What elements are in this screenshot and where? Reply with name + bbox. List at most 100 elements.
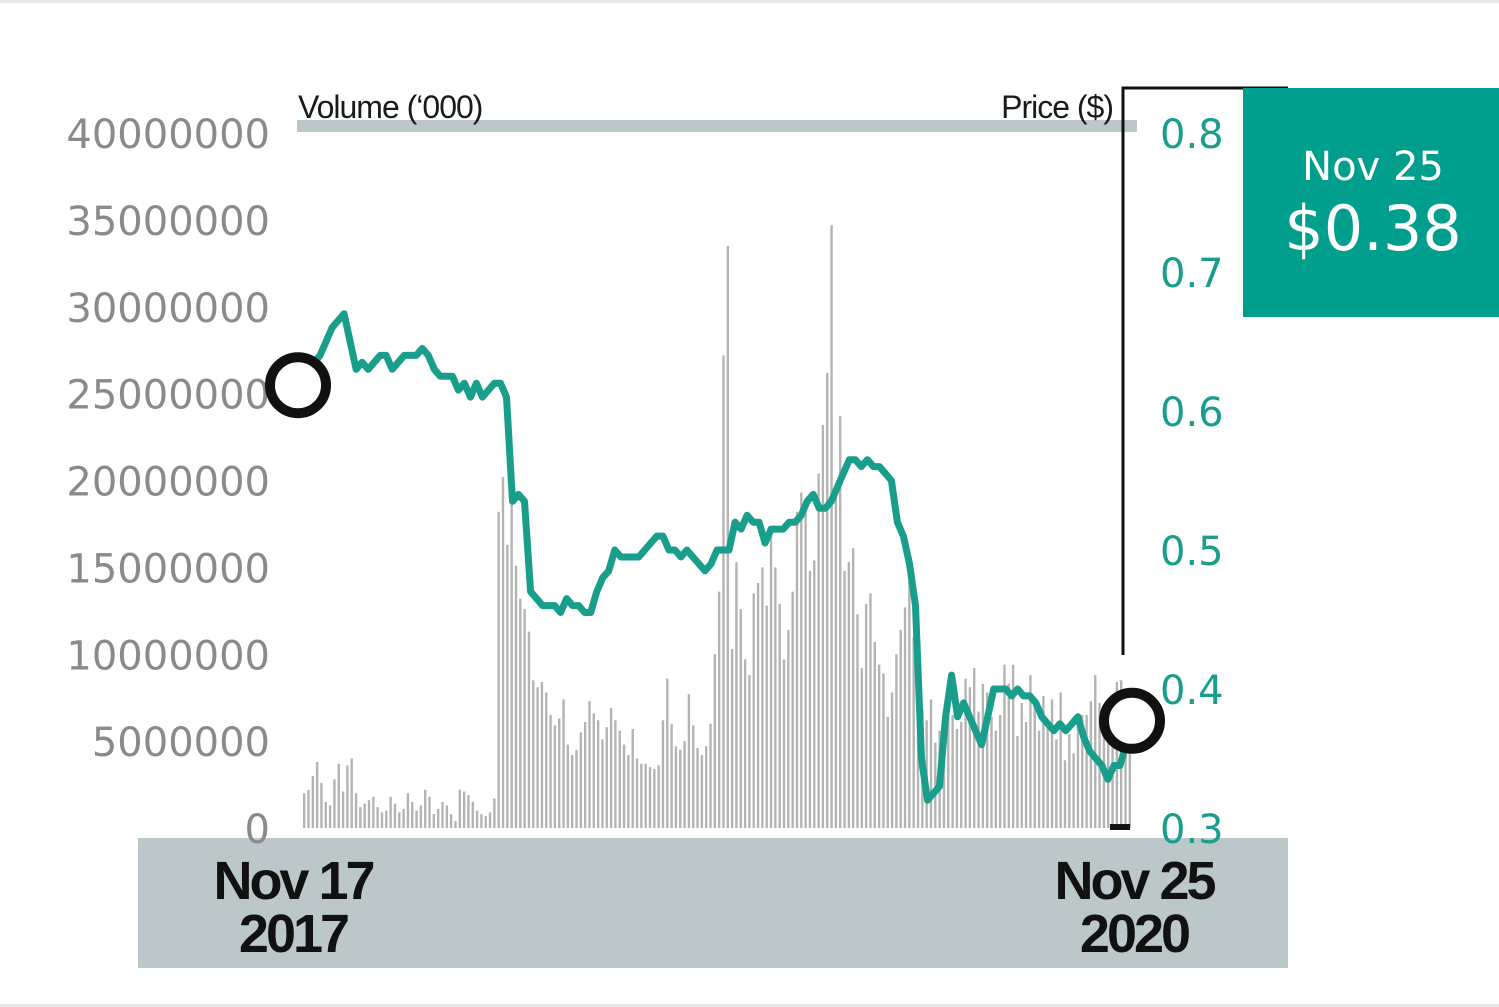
volume-bar [1037, 730, 1041, 828]
volume-bar [808, 570, 812, 828]
start-marker [265, 352, 331, 419]
volume-bar [454, 821, 457, 828]
volume-bar [973, 668, 976, 828]
volume-bar [354, 793, 358, 828]
volume-bar [445, 805, 449, 828]
volume-bar [1059, 692, 1062, 828]
volume-bar [627, 755, 630, 828]
volume-bar [895, 654, 898, 828]
volume-bar [497, 511, 500, 828]
price-callout-box [1243, 88, 1499, 317]
volume-bar [583, 722, 587, 828]
volume-bar [782, 659, 786, 828]
volume-bar [717, 591, 721, 828]
start-date-label: Nov 17 [213, 851, 373, 911]
volume-tick-label: 0 [245, 807, 270, 853]
volume-bar [1063, 760, 1067, 828]
bottom-border [0, 1004, 1499, 1007]
volume-bar [575, 749, 578, 828]
volume-bar [696, 748, 699, 828]
price-tick-label: 0.8 [1160, 112, 1224, 158]
volume-bar [864, 603, 868, 828]
volume-bar [722, 355, 725, 828]
volume-axis-ticks: 40000000 35000000 30000000 25000000 20000000… [66, 112, 270, 853]
volume-bar [994, 730, 998, 828]
volume-tick-label: 10000000 [66, 633, 270, 679]
volume-bar [307, 789, 310, 828]
volume-bar [605, 727, 608, 828]
volume-bar [1107, 708, 1110, 828]
volume-bar [579, 732, 583, 828]
volume-bar [748, 675, 751, 828]
volume-bar [1055, 739, 1058, 828]
volume-bar [596, 720, 600, 828]
volume-bar [1085, 715, 1088, 828]
volume-tick-label: 20000000 [66, 460, 270, 506]
volume-bar [1016, 735, 1019, 828]
price-tick-label: 0.5 [1160, 529, 1224, 575]
volume-bar [683, 741, 686, 829]
volume-bar [406, 793, 410, 828]
volume-bar [648, 767, 652, 828]
volume-bar [1068, 734, 1071, 828]
start-year-label: 2017 [239, 904, 348, 964]
volume-bar [398, 812, 401, 828]
volume-bar [640, 763, 643, 828]
volume-bar [1020, 702, 1023, 828]
volume-bar [393, 803, 397, 828]
volume-bar [653, 768, 656, 828]
volume-bar [977, 711, 980, 828]
volume-bar [441, 801, 444, 828]
volume-bar [532, 680, 535, 828]
volume-bar [493, 798, 496, 828]
top-border [0, 0, 1499, 3]
volume-bar [998, 715, 1002, 828]
volume-bar [860, 668, 864, 828]
volume-bar [795, 511, 799, 828]
volume-bar [389, 796, 392, 828]
volume-tick-label: 25000000 [66, 373, 270, 419]
volume-bar [1124, 694, 1127, 828]
volume-bar [951, 715, 954, 828]
volume-bar [657, 765, 660, 828]
volume-bar [700, 755, 704, 828]
volume-bar [705, 746, 708, 828]
volume-bar [1076, 722, 1080, 828]
callout-connector [1121, 86, 1288, 655]
volume-bar [484, 815, 487, 828]
volume-bar [614, 720, 617, 828]
volume-bar [769, 536, 773, 828]
price-tick-label: 0.6 [1160, 390, 1224, 436]
volume-bar [471, 801, 474, 828]
volume-bar [428, 796, 431, 828]
volume-bar [942, 725, 946, 828]
volume-bar [302, 793, 306, 828]
volume-bar [333, 779, 336, 828]
end-marker [1099, 687, 1165, 754]
volume-bar [981, 683, 985, 828]
volume-bar [601, 739, 604, 828]
volume-bar [804, 501, 807, 828]
volume-bar [341, 791, 345, 828]
volume-bar [713, 654, 717, 828]
volume-bar [475, 810, 479, 829]
volume-bar [890, 692, 894, 828]
volume-bar [588, 701, 591, 828]
volume-bar [480, 814, 483, 828]
volume-bar [514, 565, 518, 828]
volume-bar [424, 789, 427, 828]
volume-axis-title: Volume (‘000) [298, 89, 482, 125]
volume-bar [692, 725, 695, 828]
volume-bar [622, 744, 626, 828]
volume-bar [1089, 701, 1093, 828]
volume-bar [367, 800, 371, 828]
volume-bar [817, 473, 820, 828]
volume-bar [545, 692, 548, 828]
volume-bar [843, 570, 846, 828]
date-band [138, 838, 1288, 968]
callout-date: Nov 25 [1302, 144, 1444, 190]
volume-bar [1007, 683, 1010, 828]
volume-bar [350, 758, 353, 828]
volume-bar [536, 687, 539, 828]
volume-bar [458, 789, 461, 828]
